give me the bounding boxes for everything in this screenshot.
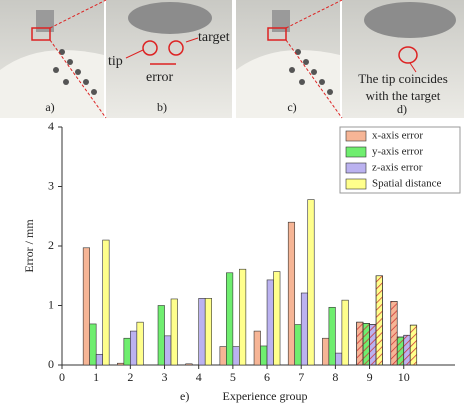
legend-label: Spatial distance — [372, 178, 441, 190]
bar-hatch — [375, 275, 383, 366]
annotation: tip — [108, 54, 123, 69]
x-tick-label: 3 — [162, 370, 168, 384]
y-axis-label: Error / mm — [22, 219, 36, 273]
x-tick-label: 7 — [298, 370, 304, 384]
bar — [123, 337, 131, 366]
bar — [294, 324, 302, 366]
x-tick-label: 0 — [59, 370, 65, 384]
legend-swatch — [345, 146, 367, 158]
legend-label: y-axis error — [372, 146, 423, 158]
x-tick-label: 6 — [264, 370, 270, 384]
bar — [89, 323, 97, 366]
bar — [170, 298, 178, 366]
bar-hatch — [362, 323, 370, 366]
bar — [266, 279, 274, 366]
y-tick-label: 2 — [48, 238, 54, 252]
x-tick-label: 2 — [127, 370, 133, 384]
panel-label: a) — [45, 100, 54, 114]
x-tick-label: 4 — [196, 370, 202, 384]
y-tick-label: 3 — [48, 178, 54, 192]
x-tick-label: 10 — [398, 370, 410, 384]
bar — [322, 337, 330, 366]
annotation: target — [198, 30, 230, 45]
bar — [260, 345, 268, 366]
bar — [341, 299, 349, 366]
bar — [335, 352, 343, 366]
annotation: with the target — [366, 88, 441, 103]
bar — [130, 330, 138, 366]
panel-label: c) — [287, 100, 296, 114]
annotation: The tip coincides — [358, 71, 448, 86]
annotation: error — [146, 70, 174, 85]
bar — [253, 330, 261, 366]
bar — [117, 362, 125, 366]
panel-label: e) — [180, 389, 189, 403]
bar — [164, 335, 172, 366]
bar — [328, 306, 336, 366]
photo-panels: a) b) c) d) tip error target The tip coi… — [0, 0, 464, 119]
bar — [232, 346, 240, 366]
bar-hatch — [409, 324, 418, 366]
bar — [136, 321, 144, 366]
bar — [226, 272, 234, 366]
x-tick-label: 8 — [332, 370, 338, 384]
bar — [95, 353, 103, 366]
bar — [307, 199, 315, 366]
y-tick-label: 4 — [48, 119, 54, 133]
legend-swatch — [345, 178, 367, 190]
bar — [239, 268, 247, 366]
bar-hatch — [403, 334, 411, 366]
panel-label: b) — [157, 100, 167, 114]
y-tick-label: 1 — [48, 297, 54, 311]
bar — [219, 346, 227, 366]
bar — [287, 221, 296, 366]
bar — [185, 363, 193, 366]
bar — [273, 271, 281, 366]
x-tick-label: 5 — [230, 370, 236, 384]
bar — [102, 239, 110, 366]
panel-label: d) — [397, 102, 407, 116]
x-axis-label: Experience group — [223, 389, 308, 403]
bar — [82, 247, 90, 366]
legend-swatch — [345, 162, 367, 174]
bar — [198, 298, 206, 366]
legend-label: x-axis error — [372, 130, 423, 142]
x-tick-label: 9 — [367, 370, 373, 384]
bar-hatch — [390, 301, 398, 366]
bar — [300, 292, 309, 366]
legend-label: z-axis error — [372, 162, 423, 174]
bar — [157, 305, 165, 366]
bar — [204, 298, 212, 366]
bar-hatch — [356, 321, 364, 366]
x-tick-label: 1 — [93, 370, 99, 384]
bar-hatch — [396, 336, 405, 366]
bar-hatch — [369, 324, 377, 366]
legend-swatch — [345, 130, 367, 142]
y-tick-label: 0 — [48, 357, 54, 371]
